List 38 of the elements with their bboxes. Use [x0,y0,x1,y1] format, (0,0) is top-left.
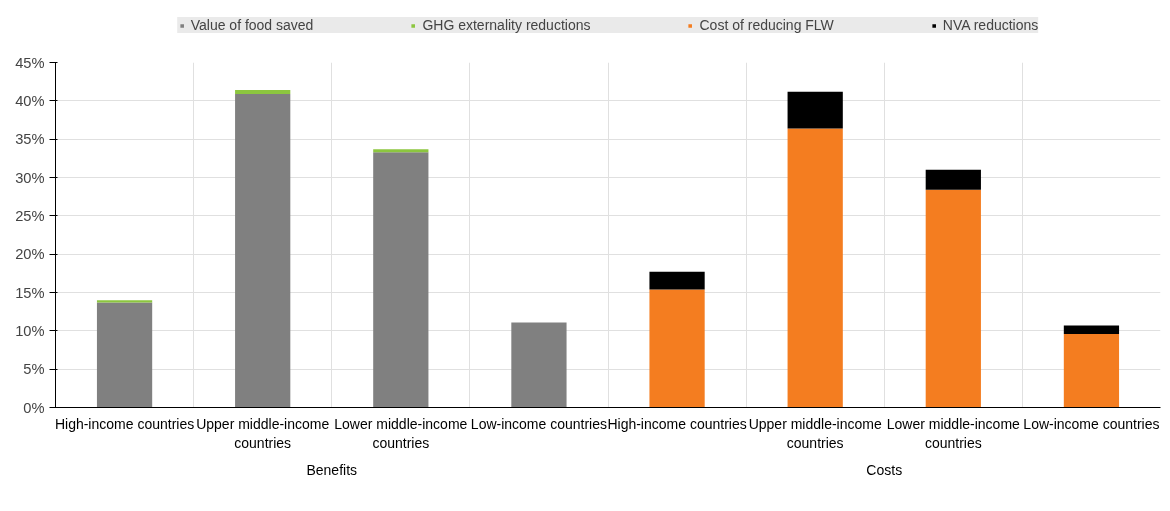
x-tick-label: High-income countries [607,415,747,432]
x-tick-label: Lower middle-income countries [334,415,468,451]
bar [373,152,429,408]
bar [1063,325,1120,334]
bar [649,289,705,408]
x-tick-label: Upper middle-income countries [748,415,882,451]
bar [235,90,291,94]
y-tick-label: 45% [15,54,45,71]
legend-label: NVA reductions [942,17,1039,33]
bar [649,271,705,290]
bar [925,189,981,408]
x-tick-label: High-income countries [54,415,195,432]
text: Benefits [306,461,358,478]
bar [787,91,843,129]
bar [511,322,567,408]
y-tick-label: 15% [15,284,45,301]
y-tick-label: 10% [15,322,45,339]
bar [787,128,843,408]
bar [925,169,981,190]
y-tick-label: 30% [15,169,45,186]
bar [1063,333,1120,408]
y-tick-label: 5% [23,361,45,378]
bar [373,149,429,153]
y-tick-label: 25% [15,207,45,224]
legend-label: GHG externality reductions [422,17,591,33]
y-tick-label: 20% [15,246,45,263]
legend-label: Value of food saved [190,17,314,33]
x-tick-label: Upper middle-income countries [196,415,330,451]
bar [96,302,153,408]
x-tick-label: Low-income countries [470,415,608,432]
text: Costs [866,461,903,478]
y-tick-label: 40% [15,92,45,109]
legend-label: Cost of reducing FLW [699,17,834,33]
y-tick-label: 0% [23,399,45,416]
bar [235,93,291,408]
y-tick-label: 35% [15,131,45,148]
x-tick-label: Lower middle-income countries [886,415,1021,451]
x-tick-label: Low-income countries [1023,415,1160,432]
